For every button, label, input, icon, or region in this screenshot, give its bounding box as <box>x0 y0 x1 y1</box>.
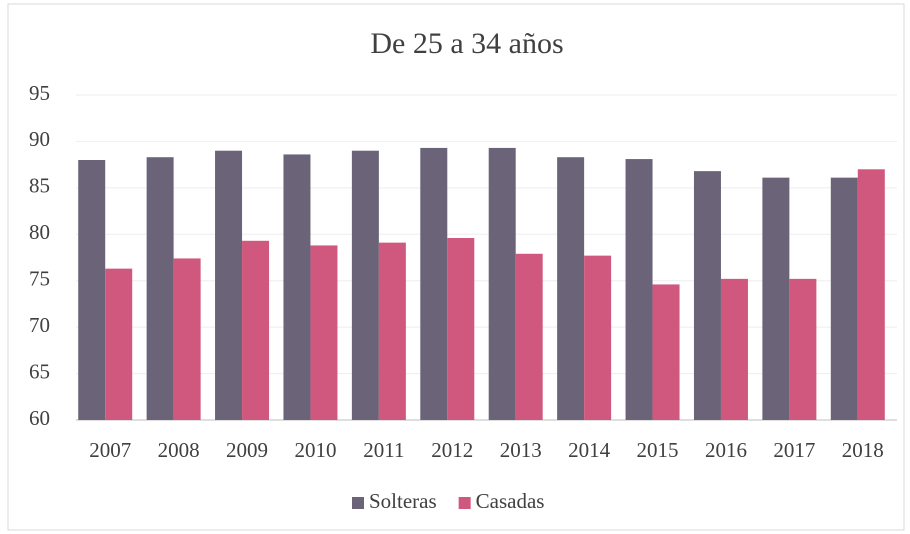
bar <box>78 160 106 420</box>
bar <box>557 157 585 420</box>
legend-label: Solteras <box>369 489 437 513</box>
x-tick-label: 2018 <box>842 438 884 462</box>
legend-swatch <box>352 497 364 509</box>
bar <box>515 253 543 420</box>
bar <box>420 147 448 420</box>
legend-label: Casadas <box>476 489 545 513</box>
bar <box>652 284 680 420</box>
x-tick-label: 2016 <box>705 438 747 462</box>
x-tick-label: 2009 <box>226 438 268 462</box>
bar <box>146 157 174 420</box>
bar <box>720 278 748 420</box>
y-tick-label: 90 <box>29 127 50 151</box>
bar <box>283 154 311 420</box>
x-tick-label: 2014 <box>568 438 611 462</box>
x-tick-label: 2012 <box>431 438 473 462</box>
x-tick-label: 2011 <box>363 438 404 462</box>
y-tick-label: 65 <box>29 359 50 383</box>
bar <box>310 245 338 420</box>
x-tick-label: 2013 <box>500 438 542 462</box>
y-tick-label: 60 <box>29 406 50 430</box>
x-tick-label: 2010 <box>294 438 336 462</box>
bar <box>105 268 133 420</box>
legend-swatch <box>458 497 471 509</box>
bar <box>173 258 201 420</box>
y-tick-label: 70 <box>29 313 50 337</box>
x-tick-label: 2015 <box>637 438 679 462</box>
y-tick-label: 80 <box>29 220 50 244</box>
bar <box>625 159 653 421</box>
bar <box>693 171 721 420</box>
bar <box>584 255 612 420</box>
bar <box>351 150 379 420</box>
y-tick-label: 95 <box>29 81 50 105</box>
bar <box>215 150 243 420</box>
x-tick-label: 2008 <box>158 438 200 462</box>
y-tick-label: 75 <box>29 267 50 291</box>
bar <box>830 177 858 420</box>
bar <box>857 169 885 420</box>
bar <box>378 242 406 420</box>
chart-title: De 25 a 34 años <box>370 27 563 60</box>
bar <box>488 147 516 420</box>
bar <box>242 240 270 420</box>
bar <box>762 177 790 420</box>
bar <box>447 238 475 420</box>
bar <box>789 278 817 420</box>
y-tick-label: 85 <box>29 174 50 198</box>
x-tick-label: 2007 <box>89 438 131 462</box>
x-tick-label: 2017 <box>773 438 815 462</box>
